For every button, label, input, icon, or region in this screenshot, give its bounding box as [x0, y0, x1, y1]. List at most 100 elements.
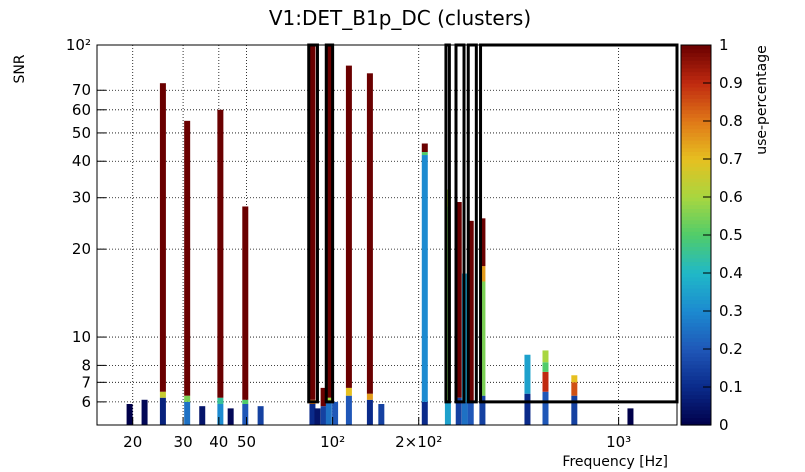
colorbar-segment [681, 136, 711, 141]
heatmap-cell [571, 375, 578, 383]
colorbar-segment [681, 330, 711, 335]
heatmap-cell [455, 397, 462, 425]
colorbar-segment [681, 360, 711, 365]
colorbar-tick-label: 0.3 [719, 302, 743, 320]
colorbar-segment [681, 383, 711, 388]
heatmap-cell [467, 220, 474, 402]
colorbar-segment [681, 121, 711, 126]
colorbar-segment [681, 189, 711, 194]
y-tick-label: 70 [72, 81, 91, 99]
x-tick-label: 2×10² [395, 433, 442, 451]
colorbar-segment [681, 223, 711, 228]
colorbar-segment [681, 280, 711, 285]
colorbar-segment [681, 185, 711, 190]
colorbar-segment [681, 314, 711, 320]
heatmap-cell [184, 120, 191, 396]
colorbar-segment [681, 349, 711, 354]
x-tick-label: 50 [237, 433, 256, 451]
heatmap-cell [314, 408, 321, 425]
colorbar-segment [681, 56, 711, 61]
colorbar-segment [681, 113, 711, 118]
colorbar-segment [681, 98, 711, 103]
colorbar-segment [681, 307, 711, 312]
colorbar-segment [681, 292, 711, 297]
colorbar-segment [681, 261, 711, 266]
y-tick-label: 30 [72, 189, 91, 207]
heatmap-cell [227, 408, 234, 425]
colorbar-segment [681, 227, 711, 232]
colorbar-segment [681, 375, 711, 380]
colorbar-segment [681, 71, 711, 76]
colorbar-segment [681, 238, 711, 244]
colorbar-segment [681, 181, 711, 187]
x-tick-label: 10² [320, 433, 345, 451]
colorbar-segment [681, 269, 711, 274]
colorbar-tick-label: 0.1 [719, 378, 743, 396]
colorbar-segment [681, 265, 711, 270]
colorbar-segment [681, 159, 711, 164]
colorbar-segment [681, 379, 711, 384]
colorbar-segment [681, 398, 711, 403]
x-tick-label: 40 [209, 433, 228, 451]
heatmap-cell [217, 109, 224, 398]
y-tick-label: 40 [72, 152, 91, 170]
colorbar-segment [681, 52, 711, 57]
colorbar-segment [681, 170, 711, 175]
colorbar-segment [681, 273, 711, 278]
colorbar-segment [681, 421, 711, 426]
colorbar-segment [681, 231, 711, 236]
heatmap-cell [571, 395, 578, 425]
y-tick-label: 60 [72, 101, 91, 119]
heatmap-cell [421, 155, 428, 402]
heatmap-cell [242, 206, 249, 400]
colorbar-segment [681, 318, 711, 323]
colorbar-segment [681, 83, 711, 88]
colorbar-segment [681, 246, 711, 251]
colorbar-tick-label: 1 [719, 36, 729, 54]
y-tick-label: 6 [81, 393, 91, 411]
colorbar-segment [681, 257, 711, 263]
heatmap-cell [309, 45, 316, 400]
heatmap-cell [366, 393, 373, 400]
colorbar-tick-label: 0.7 [719, 150, 743, 168]
y-tick-label: 20 [72, 240, 91, 258]
colorbar-segment [681, 60, 711, 65]
colorbar-segment [681, 174, 711, 179]
y-tick-label: 7 [81, 373, 91, 391]
heatmap-cell [126, 404, 133, 425]
y-axis-label: SNR [12, 54, 28, 83]
heatmap-cell [159, 391, 166, 398]
colorbar-segment [681, 90, 711, 95]
colorbar-segment [681, 345, 711, 350]
heatmap-cell [309, 404, 316, 425]
heatmap-cell [345, 395, 352, 425]
heatmap-cell [461, 401, 468, 425]
colorbar-segment [681, 402, 711, 407]
colorbar-segment [681, 284, 711, 289]
colorbar-segment [681, 67, 711, 73]
heatmap-cell [366, 399, 373, 425]
colorbar-segment [681, 299, 711, 304]
colorbar-segment [681, 413, 711, 418]
colorbar-segment [681, 341, 711, 346]
heatmap-cell [257, 406, 264, 425]
heatmap-cell [325, 397, 332, 402]
colorbar-segment [681, 143, 711, 149]
colorbar-segment [681, 394, 711, 399]
colorbar-segment [681, 204, 711, 209]
heatmap-cell [141, 399, 148, 425]
colorbar-segment [681, 124, 711, 130]
heatmap-cell [184, 395, 191, 402]
heatmap-cell [199, 406, 206, 425]
colorbar-segment [681, 303, 711, 308]
colorbar-segment [681, 242, 711, 247]
heatmap-cell [627, 408, 634, 425]
colorbar-segment [681, 288, 711, 293]
heatmap-cell [455, 202, 462, 398]
colorbar-segment [681, 128, 711, 133]
heatmap-cell [542, 362, 549, 372]
colorbar-segment [681, 390, 711, 396]
heatmap-cell [325, 401, 332, 425]
colorbar-tick-label: 0.2 [719, 340, 743, 358]
colorbar-segment [681, 79, 711, 84]
